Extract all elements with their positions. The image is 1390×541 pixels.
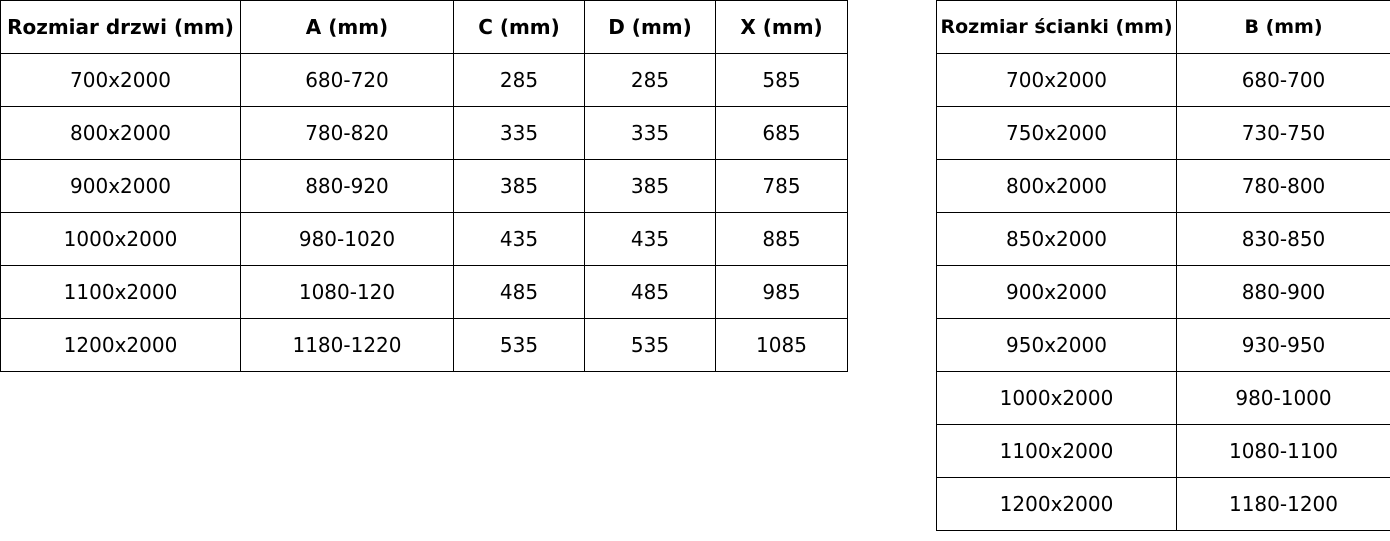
table-cell: 285 [584,53,716,107]
table-row: 1000x2000 980-1020 435 435 885 [0,212,848,266]
table-cell: 850x2000 [936,212,1177,266]
column-header: D (mm) [584,0,716,54]
column-header: C (mm) [453,0,585,54]
table-cell: 880-920 [240,159,454,213]
table-cell: 900x2000 [936,265,1177,319]
column-header: Rozmiar ścianki (mm) [936,0,1177,54]
table-header-row: Rozmiar ścianki (mm) B (mm) [936,0,1390,54]
table-cell: 1080-120 [240,265,454,319]
table-cell: 535 [584,318,716,372]
table-header-row: Rozmiar drzwi (mm) A (mm) C (mm) D (mm) X (m… [0,0,848,54]
column-header: X (mm) [715,0,848,54]
table-row: 850x2000 830-850 [936,212,1390,266]
table-cell: 780-800 [1176,159,1390,213]
table-row: 1100x2000 1080-120 485 485 985 [0,265,848,319]
table-cell: 335 [453,106,585,160]
table-row: 900x2000 880-920 385 385 785 [0,159,848,213]
table-row: 800x2000 780-800 [936,159,1390,213]
table-row: 950x2000 930-950 [936,318,1390,372]
column-header: A (mm) [240,0,454,54]
table-cell: 1200x2000 [0,318,241,372]
column-header: B (mm) [1176,0,1390,54]
column-header: Rozmiar drzwi (mm) [0,0,241,54]
table-cell: 1000x2000 [0,212,241,266]
table-row: 700x2000 680-700 [936,53,1390,107]
table-cell: 930-950 [1176,318,1390,372]
table-cell: 585 [715,53,848,107]
table-cell: 535 [453,318,585,372]
table-cell: 680-700 [1176,53,1390,107]
table-cell: 1180-1200 [1176,477,1390,531]
table-cell: 1085 [715,318,848,372]
table-cell: 880-900 [1176,265,1390,319]
table-cell: 1200x2000 [936,477,1177,531]
table-cell: 885 [715,212,848,266]
table-row: 900x2000 880-900 [936,265,1390,319]
table-cell: 980-1000 [1176,371,1390,425]
table-cell: 985 [715,265,848,319]
table-cell: 385 [453,159,585,213]
table-cell: 1000x2000 [936,371,1177,425]
table-cell: 335 [584,106,716,160]
table-cell: 1100x2000 [936,424,1177,478]
panel-size-table: Rozmiar ścianki (mm) B (mm) 700x2000 680-7… [936,0,1390,531]
table-cell: 485 [453,265,585,319]
table-cell: 800x2000 [936,159,1177,213]
table-cell: 680-720 [240,53,454,107]
table-cell: 700x2000 [936,53,1177,107]
table-row: 750x2000 730-750 [936,106,1390,160]
table-cell: 435 [453,212,585,266]
table-cell: 800x2000 [0,106,241,160]
table-cell: 485 [584,265,716,319]
table-cell: 730-750 [1176,106,1390,160]
table-cell: 385 [584,159,716,213]
table-row: 1200x2000 1180-1220 535 535 1085 [0,318,848,372]
table-cell: 1080-1100 [1176,424,1390,478]
table-cell: 1100x2000 [0,265,241,319]
table-cell: 750x2000 [936,106,1177,160]
table-row: 1000x2000 980-1000 [936,371,1390,425]
door-size-table: Rozmiar drzwi (mm) A (mm) C (mm) D (mm) X (m… [0,0,848,372]
table-cell: 780-820 [240,106,454,160]
table-row: 1200x2000 1180-1200 [936,477,1390,531]
table-cell: 700x2000 [0,53,241,107]
table-cell: 685 [715,106,848,160]
table-cell: 950x2000 [936,318,1177,372]
table-row: 700x2000 680-720 285 285 585 [0,53,848,107]
table-row: 800x2000 780-820 335 335 685 [0,106,848,160]
table-cell: 285 [453,53,585,107]
table-cell: 900x2000 [0,159,241,213]
table-cell: 435 [584,212,716,266]
table-cell: 980-1020 [240,212,454,266]
table-row: 1100x2000 1080-1100 [936,424,1390,478]
table-cell: 1180-1220 [240,318,454,372]
table-cell: 830-850 [1176,212,1390,266]
table-cell: 785 [715,159,848,213]
